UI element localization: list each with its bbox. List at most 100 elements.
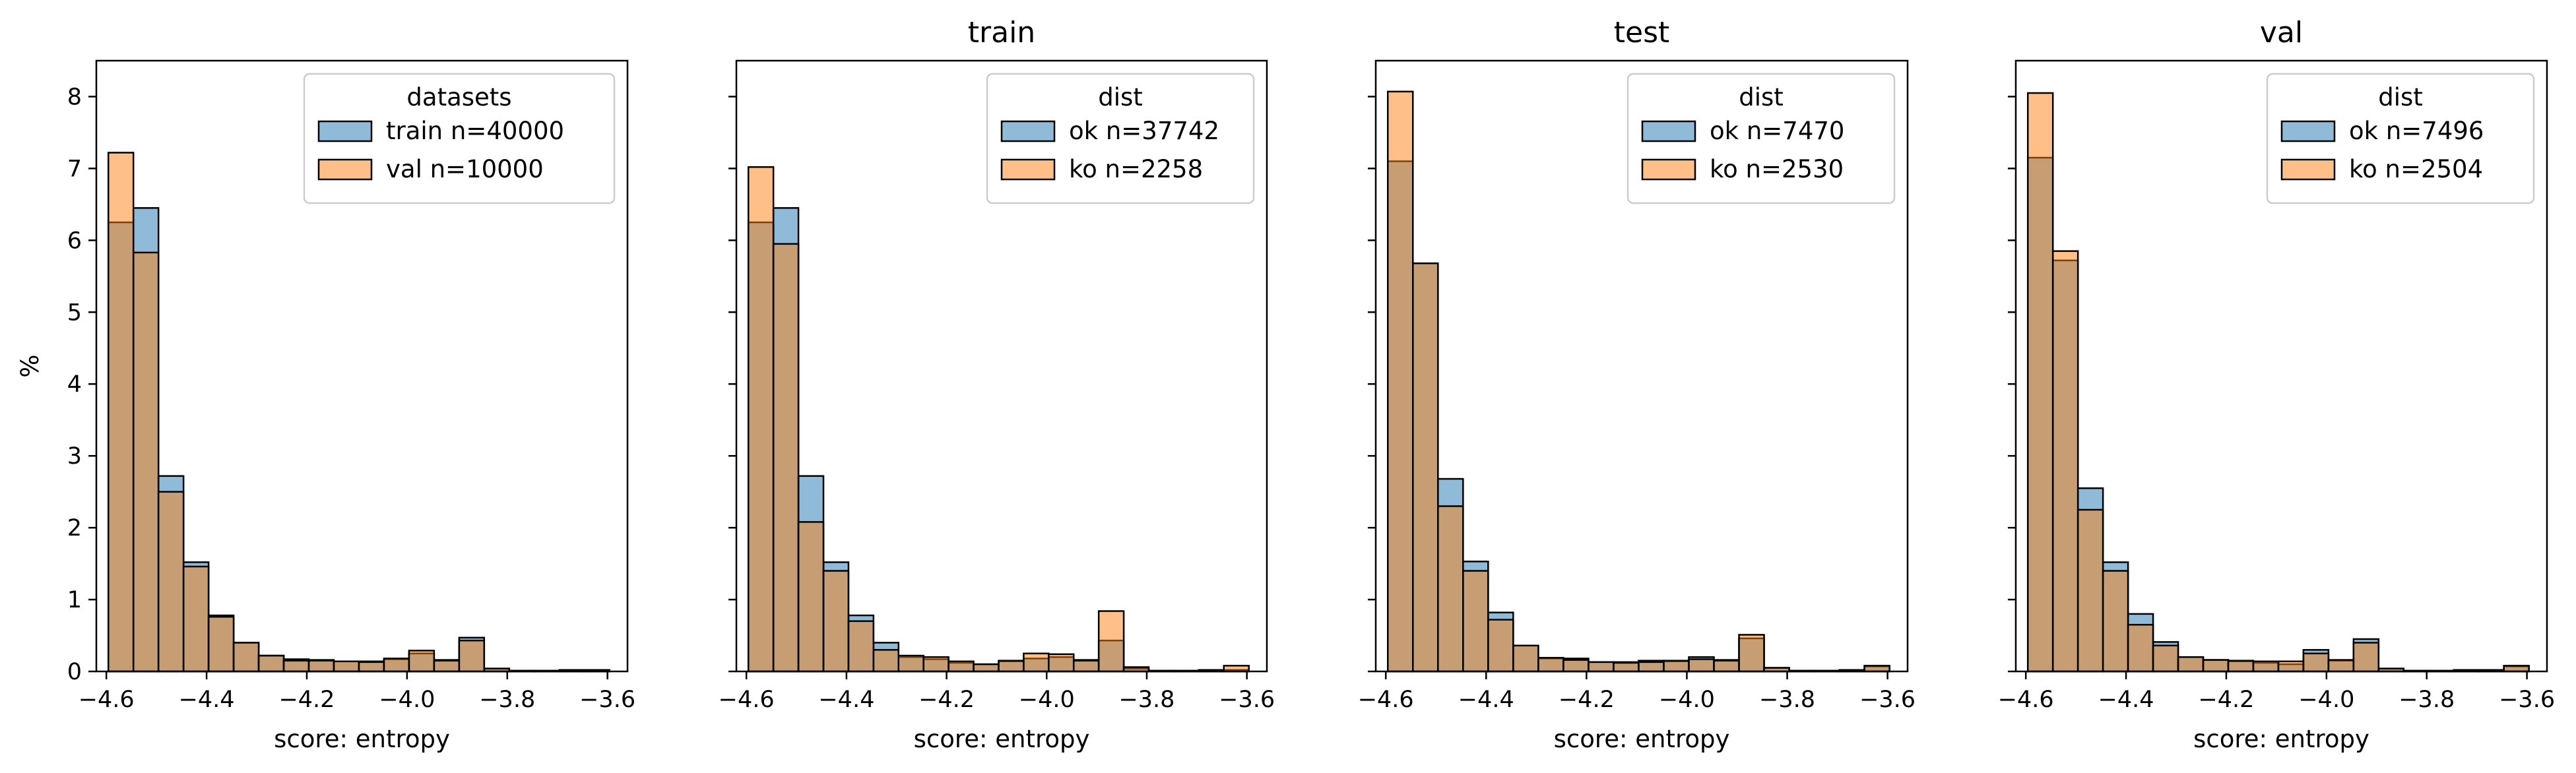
bar-series2-bin10 (973, 663, 1000, 673)
bar-series2-bin4 (822, 570, 850, 673)
x-tick-label: −4.4 (818, 687, 874, 713)
bar-series2-bin15 (1738, 634, 1765, 673)
bar-series2-bin5 (847, 620, 875, 673)
x-tick-label: −3.8 (2399, 687, 2455, 713)
bar-series2-bin3 (157, 491, 185, 673)
bar-series2-bin7 (257, 654, 285, 673)
bar-series2-bin3 (1437, 505, 1464, 673)
bar-series2-bin3 (2077, 509, 2104, 673)
bar-series2-bin1 (2026, 92, 2054, 673)
bar-series2-bin20 (1223, 665, 1250, 673)
legend-swatch-1 (1000, 120, 1056, 142)
bar-series2-bin8 (922, 656, 950, 673)
bar-series2-bin4 (182, 565, 210, 673)
bar-series2-bin10 (333, 660, 360, 673)
bar-series2-bin2 (772, 243, 800, 673)
x-axis-label: score: entropy (914, 725, 1090, 753)
x-tick-label: −3.8 (479, 687, 535, 713)
x-tick-label: −4.0 (1019, 687, 1075, 713)
bar-series2-bin5 (2127, 623, 2154, 673)
legend-label-2: ko n=2504 (2349, 155, 2483, 183)
plot-frame (2014, 59, 2548, 673)
legend-label-1: ok n=7470 (1710, 117, 1844, 145)
legend-swatch-1 (1641, 120, 1696, 142)
subplot-4: −4.6 −4.4 −4.2 −4.0 −3.8 −3.6 score: entropy va… (1998, 16, 2555, 753)
subplot-title: val (2260, 16, 2303, 49)
bar-series2-bin3 (797, 521, 825, 673)
legend-title: dist (1739, 83, 1784, 111)
subplot-3: −4.6 −4.4 −4.2 −4.0 −3.8 −3.6 score: entropy te… (1358, 16, 1916, 753)
bar-series2-bin5 (207, 615, 235, 673)
bar-series2-bin12 (1663, 660, 1690, 673)
x-tick-label: −4.0 (1659, 687, 1715, 713)
y-tick-label: 6 (67, 228, 82, 254)
legend-label-2: ko n=2530 (1710, 155, 1844, 183)
bar-series2-bin12 (383, 658, 410, 673)
bar-series2-bin9 (307, 660, 335, 673)
x-axis-label: score: entropy (2193, 725, 2369, 753)
bar-series2-bin7 (1537, 657, 1564, 673)
bar-series2-bin9 (2227, 660, 2255, 673)
legend-label-2: ko n=2258 (1069, 155, 1203, 183)
bar-series2-bin11 (998, 660, 1025, 673)
x-tick-label: −4.6 (719, 687, 775, 713)
y-axis-label: % (16, 354, 44, 377)
bar-series2-bin20 (1863, 665, 1890, 673)
x-tick-label: −4.2 (918, 687, 975, 713)
x-tick-label: −4.4 (1458, 687, 1514, 713)
x-tick-label: −3.8 (1118, 687, 1175, 713)
y-tick-label: 8 (67, 84, 82, 110)
bar-series2-bin14 (433, 660, 461, 673)
bar-series2-bin14 (1072, 660, 1100, 673)
bar-series2-bin15 (458, 639, 486, 673)
y-tick-label: 5 (67, 299, 82, 326)
bar-series2-bin11 (1638, 661, 1665, 673)
bar-series2-bin6 (1512, 644, 1539, 673)
bar-series2-bin9 (1588, 661, 1615, 673)
bar-series2-bin9 (948, 660, 975, 673)
bar-series2-bin8 (282, 660, 310, 673)
bar-series2-bin6 (872, 649, 900, 673)
y-tick-label: 0 (67, 659, 82, 685)
x-tick-label: −4.4 (179, 687, 235, 713)
bar-series2-bin2 (1412, 262, 1439, 673)
legend-title: dist (2378, 83, 2423, 111)
bar-series2-bin13 (1048, 653, 1075, 673)
x-tick-label: −3.6 (579, 687, 635, 713)
x-tick-label: −4.0 (2298, 687, 2354, 713)
x-tick-label: −3.6 (1219, 687, 1275, 713)
legend-swatch-1 (2280, 120, 2336, 142)
bar-series2-bin20 (2503, 665, 2530, 673)
bar-series2-bin13 (408, 650, 435, 673)
bar-series2-bin13 (2327, 659, 2355, 673)
x-tick-label: −4.6 (1358, 687, 1414, 713)
bar-series2-bin11 (358, 661, 385, 673)
bar-series2-bin2 (132, 251, 160, 673)
x-tick-label: −4.6 (1998, 687, 2054, 713)
bar-series2-bin10 (1613, 662, 1640, 673)
bar-series2-bin14 (2352, 642, 2380, 673)
bar-series2-bin11 (2277, 660, 2305, 673)
legend-label-1: train n=40000 (386, 117, 564, 145)
legend: dist ok n=37742 ko n=2258 (986, 73, 1255, 204)
y-tick-label: 7 (67, 156, 82, 182)
legend-title: dist (1098, 83, 1143, 111)
bar-series2-bin1 (1386, 90, 1414, 673)
legend: datasets train n=40000 val n=10000 (303, 73, 616, 204)
x-tick-label: −3.6 (2499, 687, 2555, 713)
bar-series2-bin12 (2302, 652, 2330, 673)
legend-swatch-2 (1641, 158, 1696, 181)
bar-series2-bin7 (2177, 656, 2205, 673)
y-tick-label: 3 (67, 443, 82, 470)
legend-swatch-1 (317, 120, 373, 142)
bar-series2-bin1 (107, 152, 135, 673)
y-tick-label: 2 (67, 515, 82, 541)
legend-swatch-2 (317, 158, 373, 181)
plot-frame (1374, 59, 1909, 673)
x-tick-label: −3.6 (1859, 687, 1916, 713)
bar-series2-bin7 (897, 654, 924, 673)
x-tick-label: −4.2 (278, 687, 335, 713)
bar-series2-bin5 (1487, 619, 1514, 673)
legend-swatch-2 (2280, 158, 2336, 181)
